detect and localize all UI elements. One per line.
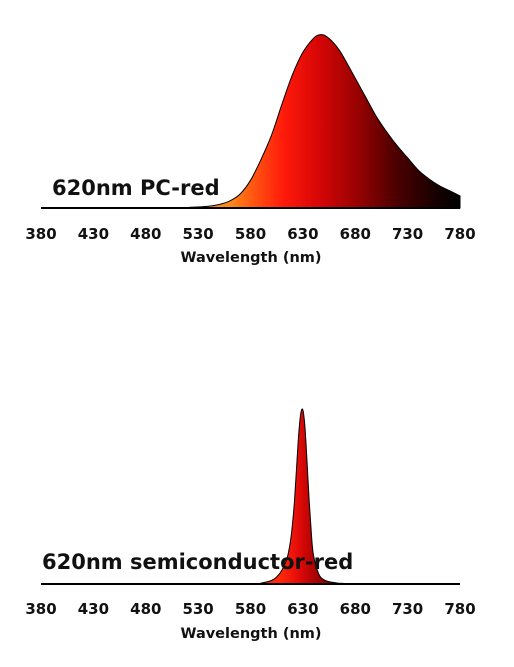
pc-red-x-tick-labels: 380 430 480 530 580 630 680 730 780 — [25, 225, 475, 243]
x-tick-label: 580 — [235, 225, 266, 243]
chart-semiconductor-red: 620nm semiconductor-red 380 430 480 530 580 6… — [25, 408, 476, 642]
x-tick-label: 380 — [25, 600, 56, 618]
x-tick-label: 430 — [78, 225, 109, 243]
x-tick-label: 780 — [444, 225, 475, 243]
pc-red-chart-title: 620nm PC-red — [52, 176, 220, 200]
semiconductor-red-spectrum-area — [41, 408, 461, 585]
x-tick-label: 380 — [25, 225, 56, 243]
x-tick-label: 630 — [287, 225, 318, 243]
x-tick-label: 480 — [130, 225, 161, 243]
semiconductor-red-x-tick-labels: 380 430 480 530 580 630 680 730 780 — [25, 600, 475, 618]
x-tick-label: 530 — [182, 225, 213, 243]
x-tick-label: 530 — [182, 600, 213, 618]
x-tick-label: 780 — [444, 600, 475, 618]
semiconductor-red-x-axis-title: Wavelength (nm) — [180, 626, 321, 642]
semiconductor-red-chart-title: 620nm semiconductor-red — [42, 550, 353, 574]
pc-red-x-axis-title: Wavelength (nm) — [180, 250, 321, 266]
x-tick-label: 630 — [287, 600, 318, 618]
x-tick-label: 680 — [340, 600, 371, 618]
x-tick-label: 680 — [340, 225, 371, 243]
chart-pc-red: 620nm PC-red 380 430 480 530 580 630 680 730 780… — [25, 34, 476, 266]
x-tick-label: 580 — [235, 600, 266, 618]
pc-red-spectrum-area — [40, 34, 461, 209]
x-tick-label: 730 — [392, 600, 423, 618]
x-tick-label: 430 — [78, 600, 109, 618]
x-tick-label: 480 — [130, 600, 161, 618]
x-tick-label: 730 — [392, 225, 423, 243]
